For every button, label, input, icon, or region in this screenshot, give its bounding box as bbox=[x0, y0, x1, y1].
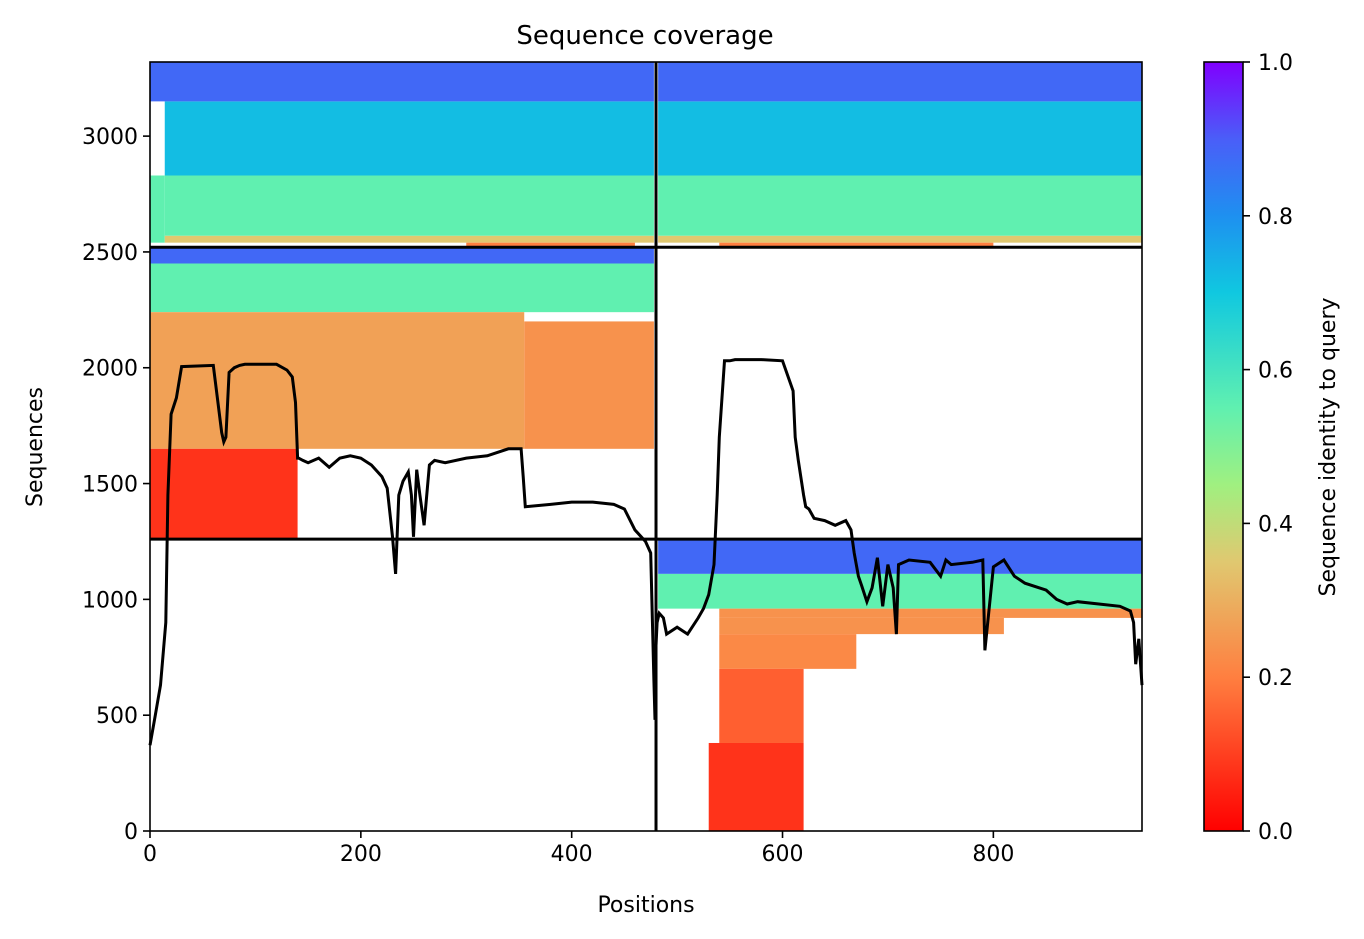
coverage-block bbox=[150, 175, 165, 243]
coverage-block bbox=[719, 634, 857, 669]
y-tick-label: 3000 bbox=[82, 125, 138, 150]
y-axis: 0 500 1000 1500 2000 2500 3000 bbox=[82, 125, 150, 845]
coverage-block bbox=[719, 617, 1004, 635]
y-tick-label: 1500 bbox=[82, 473, 138, 498]
colorbar-tick-label: 0.6 bbox=[1258, 359, 1293, 384]
coverage-block bbox=[658, 235, 1142, 243]
x-tick-label: 0 bbox=[143, 842, 157, 867]
y-tick-label: 500 bbox=[96, 704, 138, 729]
coverage-block bbox=[658, 62, 1142, 102]
coverage-block bbox=[150, 62, 654, 102]
coverage-block bbox=[719, 668, 804, 743]
coverage-block bbox=[164, 235, 654, 243]
colorbar-tick-label: 0.4 bbox=[1258, 512, 1293, 537]
colorbar-label: Sequence identity to query bbox=[1316, 297, 1341, 596]
coverage-blocks bbox=[150, 62, 1142, 831]
coverage-block bbox=[658, 175, 1142, 236]
y-tick-label: 0 bbox=[124, 820, 138, 845]
x-tick-label: 200 bbox=[340, 842, 382, 867]
colorbar-tick-label: 0.2 bbox=[1258, 666, 1293, 691]
coverage-block bbox=[719, 242, 994, 248]
x-tick-label: 600 bbox=[762, 842, 804, 867]
chart-title: Sequence coverage bbox=[516, 21, 773, 51]
coverage-block bbox=[466, 242, 635, 248]
x-axis-label: Positions bbox=[597, 893, 694, 918]
y-tick-label: 1000 bbox=[82, 588, 138, 613]
x-axis: 0 200 400 600 800 bbox=[143, 831, 1014, 867]
colorbar-tick-label: 1.0 bbox=[1258, 51, 1293, 76]
colorbar-axis: 0.0 0.2 0.4 0.6 0.8 1.0 bbox=[1243, 51, 1293, 845]
x-tick-label: 400 bbox=[551, 842, 593, 867]
coverage-block bbox=[150, 247, 654, 264]
coverage-line bbox=[148, 358, 1144, 746]
y-tick-label: 2000 bbox=[82, 357, 138, 382]
colorbar-tick-label: 0.0 bbox=[1258, 820, 1293, 845]
coverage-block bbox=[164, 101, 654, 176]
coverage-block bbox=[150, 312, 525, 449]
x-tick-label: 800 bbox=[972, 842, 1014, 867]
coverage-block bbox=[708, 742, 804, 831]
colorbar-tick-label: 0.8 bbox=[1258, 205, 1293, 230]
coverage-block bbox=[150, 448, 298, 540]
coverage-block bbox=[150, 263, 654, 313]
y-axis-label: Sequences bbox=[23, 387, 48, 507]
colorbar bbox=[1203, 61, 1244, 832]
plot-area bbox=[148, 61, 1144, 832]
plot-frame bbox=[149, 61, 1143, 832]
coverage-block bbox=[658, 101, 1142, 176]
coverage-block bbox=[719, 608, 1142, 618]
coverage-block bbox=[658, 539, 1142, 574]
coverage-block bbox=[164, 175, 654, 236]
coverage-block bbox=[524, 321, 654, 449]
y-tick-label: 2500 bbox=[82, 241, 138, 266]
